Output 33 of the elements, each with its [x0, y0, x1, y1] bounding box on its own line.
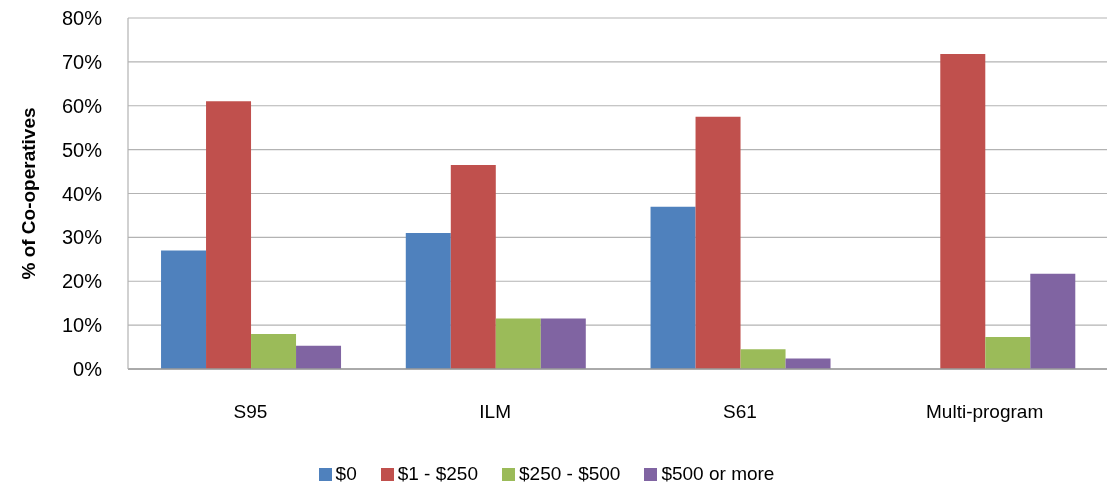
bar — [206, 101, 252, 369]
bar — [695, 116, 741, 369]
bar — [161, 250, 207, 369]
x-tick-label: ILM — [479, 401, 511, 423]
bar — [405, 232, 451, 369]
bar — [450, 164, 496, 369]
y-tick-label: 50% — [61, 138, 103, 161]
bar — [940, 53, 986, 369]
legend-label: $500 or more — [661, 463, 775, 484]
y-tick-label: 70% — [61, 50, 103, 73]
x-tick-label: Multi-program — [926, 401, 1044, 423]
legend-label: $250 - $500 — [519, 463, 621, 484]
bar — [251, 333, 297, 369]
y-tick-label: 20% — [61, 270, 103, 293]
y-tick-label: 10% — [61, 314, 103, 337]
bar — [985, 336, 1031, 369]
bar — [1030, 273, 1076, 369]
bar — [540, 318, 586, 369]
y-axis-title: % of Co-operatives — [17, 107, 39, 280]
y-tick-label: 80% — [61, 7, 103, 30]
legend-label: $1 - $250 — [397, 463, 478, 484]
y-tick-label: 30% — [61, 226, 103, 249]
bar — [650, 206, 696, 369]
y-tick-label: 60% — [61, 94, 103, 117]
y-tick-label: 0% — [73, 358, 103, 381]
bar — [296, 345, 342, 369]
x-tick-label: S95 — [233, 401, 268, 423]
y-tick-label: 40% — [61, 182, 103, 205]
bar — [495, 318, 541, 369]
legend-label: $0 — [335, 463, 357, 484]
bar — [740, 349, 786, 369]
x-tick-label: S61 — [722, 401, 757, 423]
bar — [785, 358, 831, 369]
